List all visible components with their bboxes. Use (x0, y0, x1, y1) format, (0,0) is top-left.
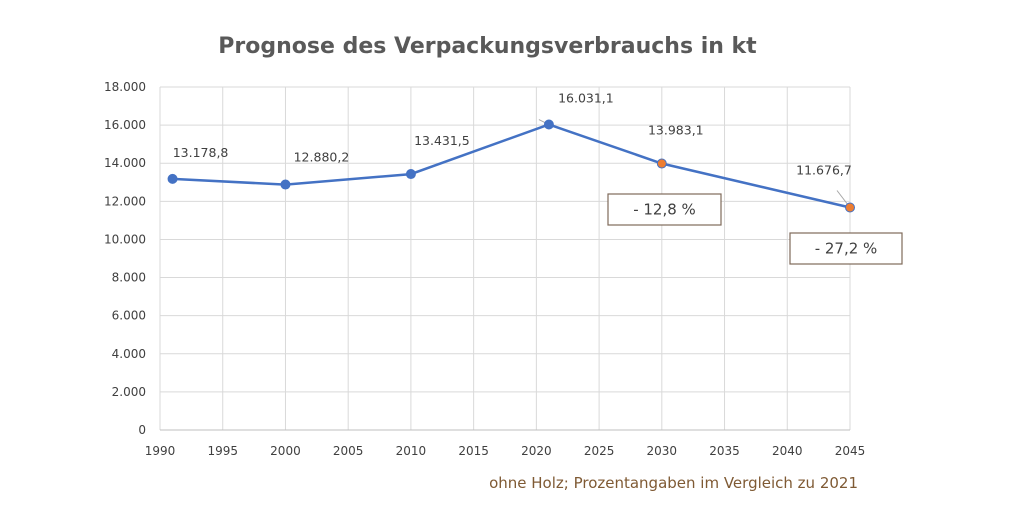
x-tick-label: 2020 (521, 444, 552, 458)
x-tick-label: 2035 (709, 444, 740, 458)
x-tick-label: 1990 (145, 444, 176, 458)
annotations: - 12,8 % - 27,2 % (607, 193, 903, 265)
annotation-label: - 12,8 % (633, 201, 696, 219)
data-point (405, 169, 416, 180)
series-line-path (172, 123, 851, 209)
data-point (656, 158, 667, 169)
x-tick-labels: 1990 1995 2000 2005 2010 2015 2020 2025 2030 2035… (145, 444, 866, 458)
y-tick-label: 16.000 (104, 118, 146, 132)
x-tick-label: 2000 (270, 444, 301, 458)
footnote: ohne Holz; Prozentangaben im Vergleich z… (489, 474, 858, 492)
annotation-label: - 27,2 % (815, 240, 878, 258)
data-label: 12.880,2 (294, 150, 350, 165)
data-label: 16.031,1 (558, 91, 614, 106)
x-tick-label: 1995 (207, 444, 238, 458)
data-point (543, 119, 554, 130)
data-labels: 13.178,8 12.880,2 13.431,5 16.031,1 13.983,1… (173, 91, 852, 178)
chart-title: Prognose des Verpackungsverbrauchs in kt (218, 34, 757, 59)
series-line (172, 123, 851, 209)
y-tick-label: 18.000 (104, 80, 146, 94)
annotation-box (607, 193, 722, 226)
data-point (167, 173, 178, 184)
data-label: 13.178,8 (173, 145, 229, 160)
y-tick-label: 8.000 (112, 271, 146, 285)
data-points (167, 119, 855, 213)
x-tick-label: 2030 (647, 444, 678, 458)
y-tick-label: 2.000 (112, 385, 146, 399)
y-tick-label: 6.000 (112, 309, 146, 323)
annotation-box (789, 232, 903, 265)
y-tick-label: 12.000 (104, 194, 146, 208)
gridlines (159, 86, 851, 431)
x-tick-label: 2040 (772, 444, 803, 458)
y-tick-label: 10.000 (104, 232, 146, 246)
data-label: 13.983,1 (648, 123, 704, 138)
y-tick-labels: 0 2.000 4.000 6.000 8.000 10.000 12.000 14.000 1… (104, 80, 146, 437)
y-tick-label: 14.000 (104, 156, 146, 170)
y-tick-label: 4.000 (112, 347, 146, 361)
x-tick-label: 2015 (458, 444, 489, 458)
y-tick-label: 0 (138, 423, 146, 437)
data-label: 13.431,5 (414, 133, 470, 148)
x-tick-label: 2025 (584, 444, 615, 458)
data-label: 11.676,7 (796, 162, 852, 177)
data-point (845, 202, 855, 213)
x-tick-label: 2005 (333, 444, 364, 458)
x-tick-label: 2045 (835, 444, 866, 458)
data-point (280, 179, 291, 190)
x-tick-label: 2010 (396, 444, 427, 458)
